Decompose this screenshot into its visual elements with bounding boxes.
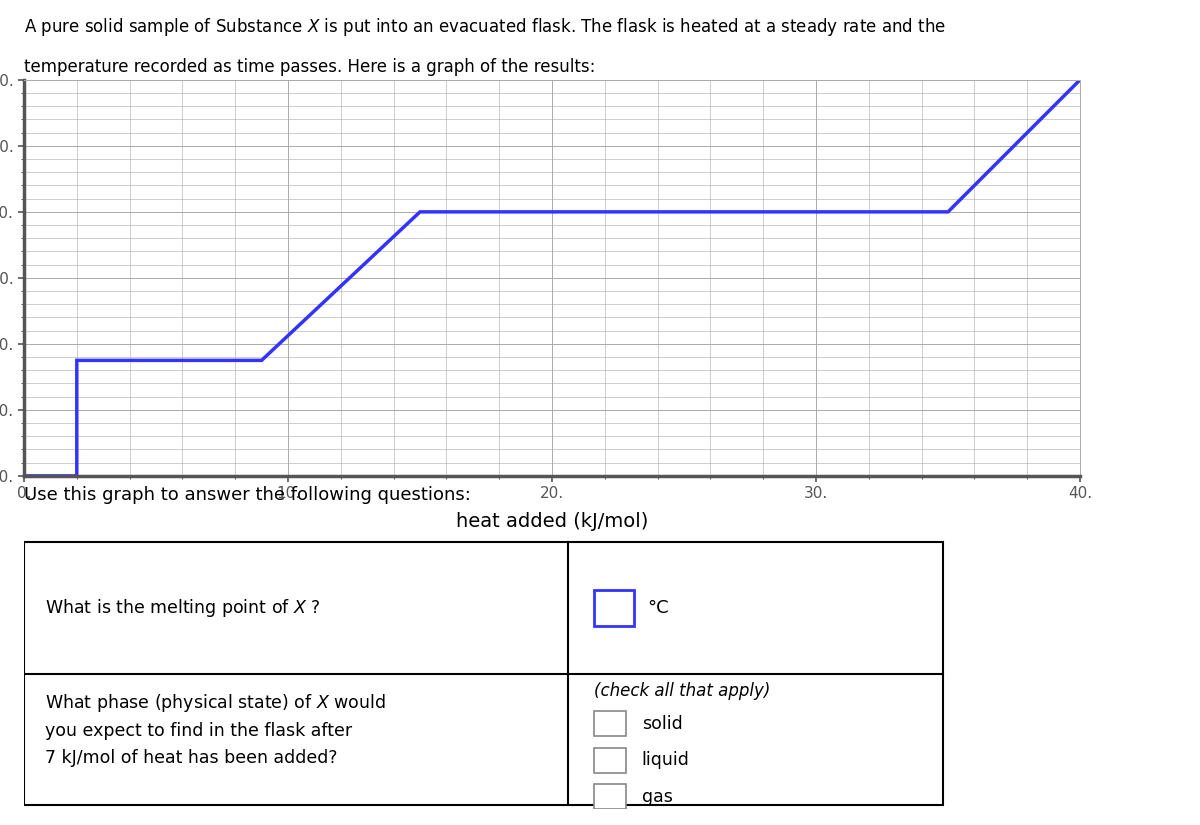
- Bar: [594, 590, 635, 626]
- Text: (check all that apply): (check all that apply): [594, 682, 770, 700]
- Text: A pure solid sample of Substance $X$ is put into an evacuated flask. The flask i: A pure solid sample of Substance $X$ is …: [24, 16, 946, 39]
- Text: What is the melting point of $X$ ?: What is the melting point of $X$ ?: [46, 597, 320, 619]
- Text: solid: solid: [642, 714, 683, 733]
- Text: What phase (physical state) of $X$ would
you expect to find in the flask after
7: What phase (physical state) of $X$ would…: [46, 692, 386, 767]
- Text: °C: °C: [647, 599, 668, 617]
- Text: liquid: liquid: [642, 752, 690, 769]
- X-axis label: heat added (kJ/mol): heat added (kJ/mol): [456, 512, 648, 531]
- Bar: [594, 785, 626, 809]
- Text: gas: gas: [642, 788, 673, 806]
- Text: temperature recorded as time passes. Here is a graph of the results:: temperature recorded as time passes. Her…: [24, 58, 595, 76]
- Bar: [594, 747, 626, 773]
- Bar: [594, 711, 626, 736]
- Bar: [24, 542, 943, 805]
- Text: Use this graph to answer the following questions:: Use this graph to answer the following q…: [24, 486, 470, 504]
